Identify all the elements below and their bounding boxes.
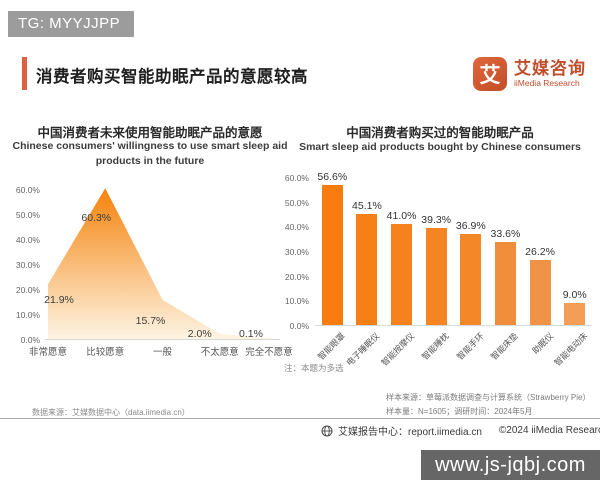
bar-x-label: 智能电动床	[552, 330, 590, 368]
brand-names: 艾媒咨询 iiMedia Research	[514, 58, 586, 89]
bar-1	[356, 213, 378, 325]
area-value-label: 0.1%	[239, 327, 263, 340]
site-watermark: www.js-jqbj.com	[421, 450, 600, 480]
area-chart-y-axis: 60.0% 50.0% 40.0% 30.0% 20.0% 10.0% 0.0%	[10, 185, 40, 345]
y-tick-label: 40.0%	[15, 235, 40, 245]
area-chart-svg	[48, 188, 277, 339]
bar-x-label: 智能床垫	[489, 330, 521, 362]
footer-divider	[0, 418, 600, 419]
area-x-label: 非常愿意	[28, 347, 68, 358]
bar-chart-title-cn: 中国消费者购买过的智能助眠产品	[346, 126, 534, 140]
sample-info: 样本来源：草莓派数据调查与计算系统（Strawberry Pie） 样本量：N=…	[386, 391, 590, 419]
area-chart-title-cn: 中国消费者未来使用智能助眠产品的意愿	[37, 126, 263, 140]
area-value-label: 60.3%	[81, 212, 112, 225]
bar-chart-title-en: Smart sleep aid products bought by Chine…	[299, 141, 581, 153]
area-chart-title-en: Chinese consumers' willingness to use sm…	[12, 140, 288, 167]
area-x-label: 完全不愿意	[245, 347, 293, 358]
area-value-label: 15.7%	[135, 314, 166, 327]
bar-x-label: 智能按摩仪	[379, 330, 417, 368]
y-tick-label: 20.0%	[284, 271, 309, 282]
area-x-label: 不太愿意	[200, 347, 239, 358]
bar-x-label: 智能睡枕	[419, 330, 451, 362]
brand-name-en: iiMedia Research	[514, 78, 580, 89]
copyright: ©2024 iiMedia Research Inc	[498, 425, 600, 436]
y-tick-label: 20.0%	[15, 285, 40, 295]
area-chart-x-axis-line	[45, 339, 280, 340]
y-tick-label: 0.0%	[20, 335, 40, 345]
bar-value-label: 26.2%	[525, 246, 555, 259]
y-tick-label: 60.0%	[15, 185, 40, 195]
y-tick-label: 30.0%	[15, 260, 40, 270]
bar-chart-plot: 56.6% 智能眼罩 45.1% 电子睡眠仪 41.0% 智能按摩仪 39.3% 智能睡枕 36…	[315, 171, 592, 368]
y-tick-label: 10.0%	[284, 296, 309, 307]
y-tick-label: 60.0%	[284, 173, 309, 183]
sample-source: 样本来源：草莓派数据调查与计算系统（Strawberry Pie）	[386, 393, 591, 402]
data-source: 数据来源：艾媒数据中心（data.iimedia.cn）	[32, 408, 190, 417]
area-value-label: 21.9%	[44, 294, 74, 307]
area-chart-x-axis: 非常愿意 比较愿意 一般 不太愿意 完全不愿意	[29, 344, 293, 358]
bar-3	[425, 228, 447, 325]
title-accent-bar	[22, 57, 27, 90]
brand-name-cn: 艾媒咨询	[514, 58, 586, 78]
bar-6	[529, 260, 551, 325]
y-tick-label: 50.0%	[284, 197, 309, 208]
bar-x-label: 电子睡眠仪	[344, 330, 382, 368]
multi-select-note: 注：本题为多选	[284, 363, 344, 373]
area-x-label: 一般	[152, 347, 173, 358]
y-tick-label: 30.0%	[284, 247, 309, 257]
y-tick-label: 10.0%	[15, 310, 40, 320]
bar-value-label: 9.0%	[562, 288, 587, 301]
area-value-label: 2.0%	[187, 328, 212, 340]
bar-7	[564, 302, 586, 325]
area-x-label: 比较愿意	[86, 347, 125, 358]
bar-value-label: 33.6%	[490, 228, 521, 241]
area-chart-plot: 21.9% 60.3% 15.7% 2.0% 0.1%	[44, 188, 280, 340]
y-tick-label: 50.0%	[15, 210, 40, 220]
bar-4	[460, 233, 482, 325]
report-center-url: 艾媒报告中心：report.iimedia.cn	[338, 427, 482, 438]
bar-x-label: 智能手环	[454, 330, 486, 362]
y-tick-label: 40.0%	[284, 222, 309, 233]
y-tick-label: 0.0%	[289, 321, 309, 331]
bar-x-label: 智能眼罩	[315, 330, 348, 362]
bar-chart-y-axis: 60.0% 50.0% 40.0% 30.0% 20.0% 10.0% 0.0%	[279, 173, 309, 331]
bar-value-label: 41.0%	[386, 209, 417, 222]
bar-value-label: 39.3%	[421, 214, 452, 227]
bar-value-label: 56.6%	[317, 171, 348, 184]
bar-value-label: 45.1%	[352, 199, 382, 212]
bar-0	[321, 185, 343, 325]
bar-x-label: 助眠仪	[529, 330, 555, 356]
globe-icon	[321, 425, 333, 436]
brand-logo: 艾 艾媒咨询 iiMedia Research	[473, 57, 586, 91]
iimedia-logo-icon: 艾	[473, 57, 507, 91]
footer: 艾媒报告中心：report.iimedia.cn ©2024 iiMedia R…	[321, 423, 600, 438]
bar-chart-x-axis-line	[315, 325, 592, 326]
area-series	[48, 188, 277, 339]
bar-5	[494, 242, 516, 325]
page-title: 消费者购买智能助眠产品的意愿较高	[36, 68, 308, 86]
bar-2	[391, 223, 413, 325]
sample-size: 样本量：N=1605；调研时间：2024年5月	[386, 407, 533, 416]
watermark-tag: TG: MYYJJPP	[8, 11, 135, 37]
bar-value-label: 36.9%	[455, 219, 486, 232]
